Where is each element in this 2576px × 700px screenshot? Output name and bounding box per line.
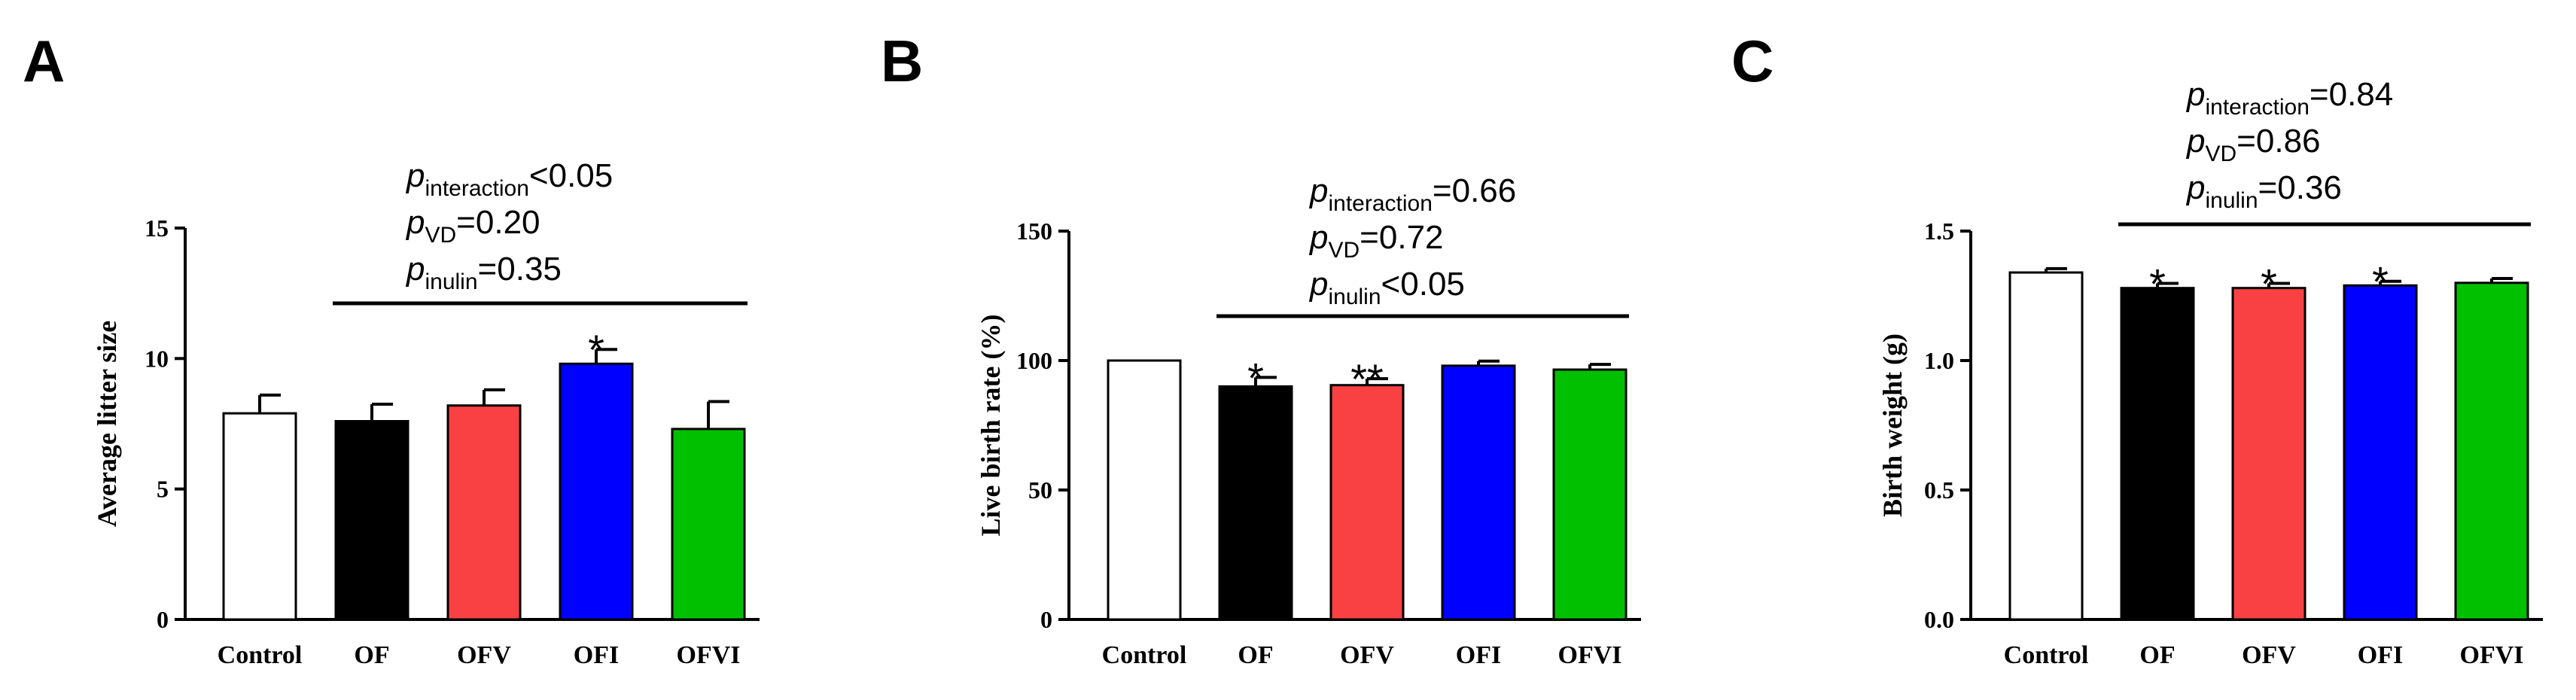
bar-of <box>334 420 410 621</box>
chart-panel-c: C 0.0 0.5 1.0 1.5 Birth weight (g) Control OF * O… <box>1731 28 2543 669</box>
p-value-label: pVD=0.72 <box>1308 219 1444 263</box>
bar-ofv <box>1329 384 1405 621</box>
x-tick-label: OF <box>1238 641 1273 669</box>
y-tick-label: 0 <box>157 606 169 633</box>
x-tick-label: OFI <box>2358 641 2403 669</box>
x-tick-label: OFVI <box>677 641 741 669</box>
y-axis-title: Average litter size <box>92 321 122 528</box>
significance-marker: ** <box>1350 355 1384 403</box>
bar-control <box>222 412 297 621</box>
y-tick-label: 5 <box>157 476 169 503</box>
y-axis-title: Birth weight (g) <box>1877 333 1908 517</box>
p-value-label: pVD=0.20 <box>405 204 540 248</box>
y-tick-label: 50 <box>1028 476 1052 504</box>
x-tick-label: Control <box>1102 641 1187 669</box>
bar-control <box>2008 271 2084 621</box>
y-tick-label: 15 <box>145 215 169 242</box>
significance-marker: * <box>2149 260 2166 307</box>
bar-ofvi <box>1552 368 1628 621</box>
p-value-label: pVD=0.86 <box>2185 123 2321 166</box>
bar-ofvi <box>671 428 746 621</box>
x-tick-label: OFI <box>1456 641 1501 669</box>
bar-ofvi <box>2454 282 2529 621</box>
bar-ofv <box>446 404 522 621</box>
y-tick-label: 0.5 <box>1924 476 1954 504</box>
x-tick-label: Control <box>218 641 303 669</box>
y-axis-title: Live birth rate (%) <box>976 315 1006 537</box>
x-tick-label: OF <box>354 641 389 669</box>
x-tick-label: OFV <box>1340 641 1394 669</box>
chart-panel-a: A 0 5 10 15 Average litter size Control OF OFV OF… <box>23 28 760 669</box>
y-tick-label: 0.0 <box>1924 606 1954 633</box>
p-value-label: pinteraction=0.84 <box>2185 76 2393 120</box>
bar-ofi <box>1441 364 1516 621</box>
y-tick-label: 0 <box>1040 606 1052 633</box>
y-tick-label: 150 <box>1016 218 1052 245</box>
bar-of <box>2120 287 2195 621</box>
bar-ofi <box>2343 284 2418 621</box>
p-value-label: pinulin=0.35 <box>405 251 562 294</box>
bar-control <box>1107 359 1182 621</box>
significance-marker: * <box>588 326 604 373</box>
y-tick-label: 1.5 <box>1924 218 1954 245</box>
panel-letter: C <box>1731 28 1774 94</box>
x-tick-label: Control <box>2004 641 2089 669</box>
bar-ofv <box>2231 287 2307 621</box>
p-value-label: pinteraction<0.05 <box>405 157 613 201</box>
panel-letter: A <box>23 28 65 94</box>
significance-marker: * <box>2372 258 2389 306</box>
p-value-label: pinulin<0.05 <box>1308 266 1465 309</box>
panel-letter: B <box>881 28 923 94</box>
bar-of <box>1218 385 1293 621</box>
y-tick-label: 100 <box>1016 347 1052 374</box>
chart-panel-b: B 0 50 100 150 Live birth rate (%) Control OF * O… <box>881 28 1641 669</box>
x-tick-label: OF <box>2139 641 2175 669</box>
significance-marker: * <box>2261 260 2277 307</box>
significance-marker: * <box>1247 354 1264 401</box>
p-value-label: pinteraction=0.66 <box>1308 172 1516 216</box>
y-tick-label: 10 <box>145 345 169 372</box>
x-tick-label: OFV <box>457 641 511 669</box>
p-value-label: pinulin=0.36 <box>2185 169 2342 213</box>
x-tick-label: OFVI <box>1558 641 1622 669</box>
bar-ofi <box>559 362 634 621</box>
y-tick-label: 1.0 <box>1924 347 1954 374</box>
x-tick-label: OFV <box>2242 641 2296 669</box>
x-tick-label: OFI <box>574 641 619 669</box>
x-tick-label: OFVI <box>2460 641 2524 669</box>
